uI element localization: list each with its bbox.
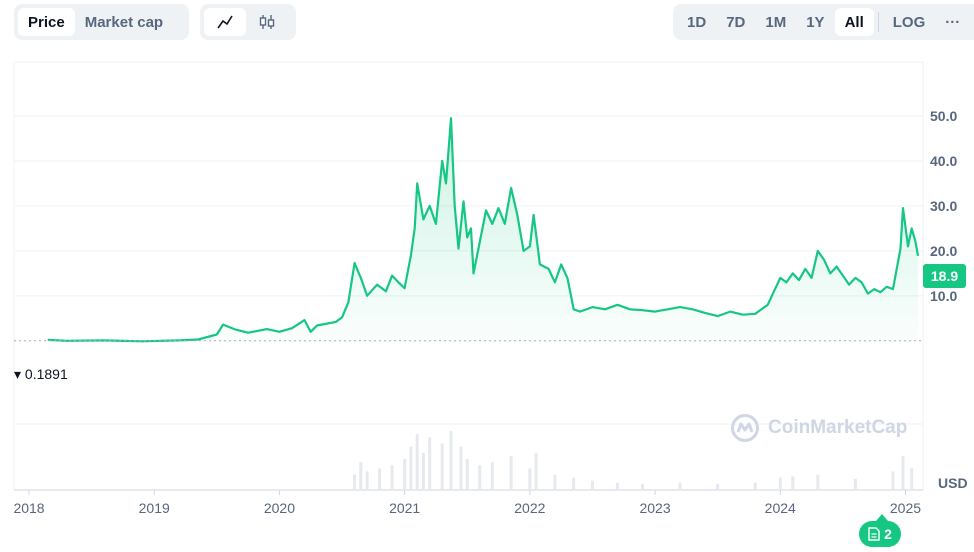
toolbar-divider bbox=[877, 12, 879, 32]
chart-type-toggle bbox=[200, 4, 296, 40]
x-tick-label: 2020 bbox=[264, 500, 295, 516]
volume-bar bbox=[910, 468, 914, 490]
watermark-text: CoinMarketCap bbox=[768, 417, 908, 438]
volume-bars bbox=[353, 431, 914, 490]
start-price-label: ▾ 0.1891 bbox=[14, 366, 68, 382]
y-axis-ticks: 10.0 20.0 30.0 40.0 50.0 bbox=[930, 108, 957, 304]
volume-bar bbox=[528, 468, 532, 490]
volume-bar bbox=[449, 431, 453, 490]
y-tick-label: 10.0 bbox=[930, 288, 957, 304]
price-line bbox=[47, 117, 920, 343]
x-tick-label: 2021 bbox=[389, 500, 420, 516]
news-count: 2 bbox=[884, 526, 892, 542]
y-tick-label: 50.0 bbox=[930, 108, 957, 124]
volume-bar bbox=[465, 459, 469, 490]
market-cap-tab[interactable]: Market cap bbox=[84, 13, 164, 31]
news-badge[interactable]: 2 bbox=[859, 514, 901, 547]
candlestick-button[interactable] bbox=[246, 8, 288, 36]
volume-bar bbox=[415, 434, 419, 490]
volume-bar bbox=[615, 482, 619, 490]
volume-bar bbox=[641, 483, 645, 490]
time-range-toggle: 1D 7D 1M 1Y All LOG ··· bbox=[673, 4, 974, 40]
price-marketcap-toggle: Price Market cap bbox=[14, 4, 189, 40]
line-chart-button[interactable] bbox=[204, 8, 246, 36]
volume-bar bbox=[590, 480, 594, 490]
volume-bar bbox=[490, 462, 494, 490]
range-all-button[interactable]: All bbox=[834, 8, 874, 36]
document-icon bbox=[868, 527, 880, 541]
x-tick-label: 2022 bbox=[514, 500, 545, 516]
y-tick-label: 30.0 bbox=[930, 198, 957, 214]
volume-bar bbox=[359, 462, 363, 490]
volume-bar bbox=[459, 446, 463, 490]
more-options-button[interactable]: ··· bbox=[945, 13, 961, 31]
volume-bar bbox=[901, 455, 905, 490]
volume-bar bbox=[509, 455, 513, 490]
volume-bar bbox=[791, 476, 795, 490]
range-1m-button[interactable]: 1M bbox=[765, 13, 787, 31]
volume-bar bbox=[678, 482, 682, 490]
x-tick-label: 2024 bbox=[765, 500, 796, 516]
volume-bar bbox=[403, 459, 407, 490]
candlestick-icon bbox=[259, 15, 275, 29]
volume-bar bbox=[428, 437, 432, 490]
volume-bar bbox=[365, 471, 369, 490]
volume-bar bbox=[816, 474, 820, 490]
coinmarketcap-logo-icon bbox=[731, 414, 759, 442]
x-tick-label: 2019 bbox=[139, 500, 170, 516]
volume-bar bbox=[553, 474, 557, 490]
volume-bar bbox=[378, 468, 382, 490]
x-tick-label: 2025 bbox=[890, 500, 921, 516]
price-tab[interactable]: Price bbox=[18, 8, 75, 36]
volume-bar bbox=[409, 446, 413, 490]
x-axis-ticks: 2018 2019 2020 2021 2022 2023 2024 2025 bbox=[13, 490, 921, 516]
volume-bar bbox=[440, 443, 444, 490]
volume-bar bbox=[534, 452, 538, 490]
range-1y-button[interactable]: 1Y bbox=[806, 13, 825, 31]
volume-bar bbox=[853, 478, 857, 490]
x-tick-label: 2023 bbox=[639, 500, 670, 516]
range-7d-button[interactable]: 7D bbox=[726, 13, 746, 31]
volume-bar bbox=[421, 452, 425, 490]
volume-bar bbox=[390, 465, 394, 490]
volume-bar bbox=[753, 482, 757, 490]
volume-bar bbox=[572, 477, 576, 490]
volume-bar bbox=[778, 477, 782, 490]
currency-label: USD bbox=[938, 475, 968, 491]
volume-bar bbox=[891, 471, 895, 490]
y-tick-label: 40.0 bbox=[930, 153, 957, 169]
y-tick-label: 20.0 bbox=[930, 243, 957, 259]
start-price-value: 0.1891 bbox=[24, 366, 68, 382]
watermark: CoinMarketCap bbox=[730, 413, 907, 443]
x-tick-label: 2018 bbox=[13, 500, 44, 516]
current-price-badge: 18.9 bbox=[923, 264, 966, 288]
range-1d-button[interactable]: 1D bbox=[687, 13, 707, 31]
chart-frame bbox=[13, 61, 924, 491]
volume-bar bbox=[353, 474, 357, 490]
volume-bar bbox=[478, 465, 482, 490]
line-chart-icon bbox=[217, 15, 233, 29]
volume-bar bbox=[716, 483, 720, 490]
log-scale-button[interactable]: LOG bbox=[892, 13, 926, 31]
